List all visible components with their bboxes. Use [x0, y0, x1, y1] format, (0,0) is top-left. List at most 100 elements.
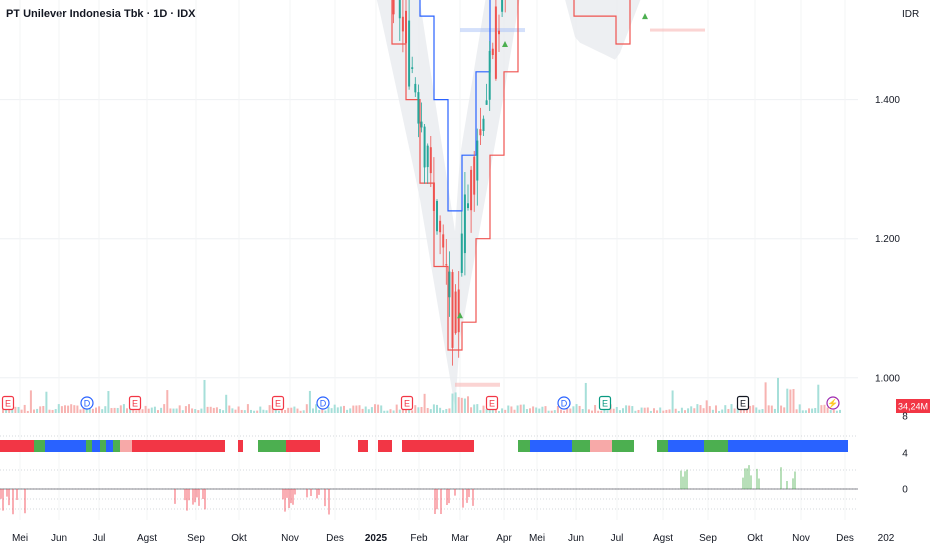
volume-bar: [773, 408, 776, 413]
zone: [455, 382, 500, 387]
volume-bar: [243, 410, 246, 413]
volume-bar: [67, 405, 70, 413]
oscillator-pane: [0, 435, 858, 515]
volume-bar: [479, 410, 482, 413]
trend-block: [238, 440, 243, 452]
volume-bar: [640, 407, 643, 413]
event-letter: E: [740, 399, 746, 409]
volume-bar: [587, 409, 590, 413]
volume-bar: [801, 410, 804, 413]
candle-body: [445, 264, 448, 266]
volume-bar: [315, 404, 318, 413]
time-tick: Okt: [747, 533, 763, 544]
time-tick: 2025: [365, 533, 388, 544]
candle-body: [429, 147, 432, 174]
time-tick: Agst: [653, 533, 673, 544]
time-tick: Des: [326, 533, 344, 544]
volume-bar: [733, 408, 736, 413]
currency-label[interactable]: IDR: [902, 9, 920, 20]
candle-body: [501, 0, 504, 12]
volume-bar: [603, 409, 606, 413]
volume-bar: [693, 408, 696, 413]
trend-block: [378, 440, 392, 452]
event-letter: E: [132, 399, 138, 409]
volume-bar: [119, 405, 122, 413]
candle-body: [457, 289, 460, 333]
volume-bar: [116, 407, 119, 413]
volume-bar: [259, 406, 262, 413]
trend-block: [728, 440, 848, 452]
volume-bar: [42, 405, 45, 413]
volume-bar: [250, 409, 252, 413]
trend-block: [612, 440, 634, 452]
event-letter: E: [5, 399, 11, 409]
zone: [460, 28, 525, 33]
signal-triangle: [642, 13, 648, 20]
volume-bar: [163, 404, 166, 413]
volume-bar: [829, 410, 832, 413]
volume-bar: [553, 410, 556, 413]
volume-bar: [445, 408, 448, 413]
volume-bar: [820, 405, 823, 413]
volume-bar: [144, 405, 147, 413]
time-tick: Sep: [187, 533, 205, 544]
volume-bar: [20, 409, 23, 413]
volume-bar: [377, 404, 380, 413]
volume-bar: [293, 406, 296, 413]
event-marker: [598, 395, 612, 411]
event-letter: D: [320, 399, 327, 409]
candle-body: [436, 200, 438, 232]
volume-tag: [896, 399, 930, 413]
event-marker: [316, 396, 330, 410]
volume-bar: [420, 406, 423, 413]
volume-bar: [85, 409, 88, 413]
volume-bar: [594, 405, 597, 413]
time-tick: Mar: [451, 533, 469, 544]
volume-bar: [240, 409, 243, 413]
volume-bar: [64, 405, 66, 413]
volume-bar: [547, 410, 550, 413]
volume-bar: [575, 404, 578, 413]
time-tick: Agst: [137, 533, 157, 544]
volume-bar: [308, 390, 311, 413]
candle-body: [479, 129, 482, 136]
volume-bar: [600, 410, 603, 413]
volume-bar: [172, 408, 175, 413]
volume-bar: [442, 410, 445, 413]
volume-bar: [256, 410, 259, 413]
volume-bar: [237, 406, 240, 413]
volume-bar: [519, 404, 522, 413]
time-tick: Jun: [568, 533, 584, 544]
volume-bar: [606, 410, 609, 413]
volume-bar: [36, 408, 39, 413]
volume-bar: [488, 409, 491, 413]
trend-block: [358, 440, 368, 452]
volume-bar: [436, 404, 438, 413]
volume-bar: [535, 407, 538, 413]
volume-bar: [355, 405, 358, 413]
volume-bar: [352, 405, 355, 413]
volume-bar: [327, 406, 330, 413]
candle-body: [498, 30, 500, 35]
volume-bar: [656, 410, 659, 413]
time-tick: Nov: [281, 533, 299, 544]
volume-bar: [460, 397, 463, 413]
volume-bar: [253, 410, 256, 413]
volume-bar: [758, 409, 761, 413]
volume-bar: [367, 409, 370, 413]
trend-block: [132, 440, 225, 452]
volume-bar: [169, 408, 172, 413]
volume-bar: [690, 406, 693, 413]
volume-bar: [659, 407, 662, 413]
volume-bar: [76, 405, 79, 413]
volume-bar: [339, 406, 342, 413]
volume-bar: [60, 406, 63, 413]
trend-block: [258, 440, 286, 452]
volume-bar: [299, 410, 302, 413]
volume-bar: [281, 409, 283, 413]
volume-bar: [584, 382, 587, 413]
volume-bar: [752, 405, 755, 413]
osc-tick: 8: [902, 412, 908, 423]
volume-bar: [432, 404, 435, 413]
